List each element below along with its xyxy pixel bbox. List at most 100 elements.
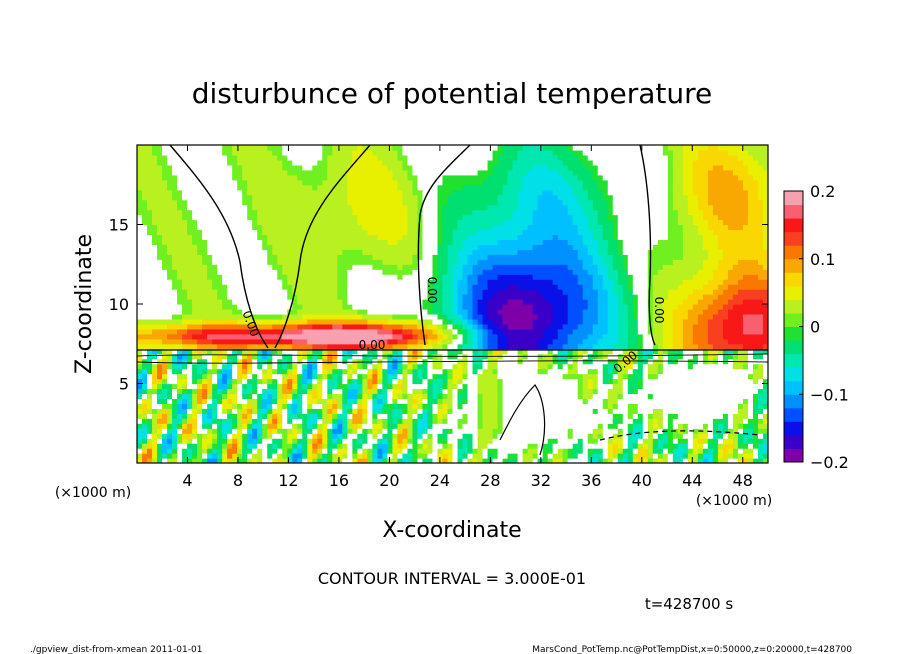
field-cell <box>397 323 404 330</box>
field-cell <box>312 294 318 300</box>
field-cell <box>432 294 439 300</box>
field-cell <box>177 368 183 375</box>
field-cell <box>267 413 273 419</box>
field-cell <box>702 308 709 315</box>
field-cell <box>487 423 494 429</box>
field-cell <box>152 269 158 275</box>
field-cell <box>352 388 358 395</box>
field-cell <box>187 393 193 400</box>
field-cell <box>412 378 419 385</box>
field-cell <box>577 368 584 375</box>
field-cell <box>267 398 273 404</box>
field-cell <box>517 328 524 335</box>
field-cell <box>552 443 559 449</box>
field-cell <box>337 438 343 444</box>
field-cell <box>492 304 499 310</box>
field-cell <box>502 433 509 439</box>
field-cell <box>642 408 649 414</box>
field-cell <box>572 294 579 300</box>
field-cell <box>332 418 338 424</box>
field-cell <box>397 443 404 449</box>
field-cell <box>432 368 439 375</box>
field-cell <box>612 269 619 275</box>
field-cell <box>497 453 504 459</box>
field-cell <box>147 458 153 463</box>
field-cell <box>552 393 559 400</box>
field-cell <box>372 323 378 330</box>
field-cell <box>232 413 238 419</box>
field-cell <box>202 333 208 340</box>
field-cell <box>602 383 609 390</box>
field-cell <box>522 269 529 275</box>
field-cell <box>362 388 368 395</box>
field-cell <box>392 383 399 390</box>
field-cell <box>407 353 414 360</box>
field-cell <box>562 338 569 345</box>
field-cell <box>232 373 238 380</box>
field-cell <box>487 348 494 355</box>
field-cell <box>747 378 754 385</box>
field-cell <box>717 383 724 390</box>
field-cell <box>747 313 754 320</box>
field-cell <box>462 338 469 345</box>
field-cell <box>237 358 243 365</box>
field-cell <box>392 388 399 395</box>
field-cell <box>287 453 293 459</box>
field-cell <box>712 443 719 449</box>
field-cell <box>692 443 699 449</box>
field-cell <box>487 378 494 385</box>
field-cell <box>742 353 749 360</box>
field-cell <box>317 343 323 350</box>
field-cell <box>492 368 499 375</box>
field-cell <box>622 308 629 315</box>
field-cell <box>137 443 143 449</box>
field-cell <box>232 423 238 429</box>
field-cell <box>597 368 604 375</box>
field-cell <box>392 453 399 459</box>
field-cell <box>527 423 534 429</box>
field-cell <box>632 413 639 419</box>
field-cell <box>477 289 484 295</box>
field-cell <box>617 343 624 350</box>
field-cell <box>652 373 659 380</box>
field-cell <box>737 274 744 280</box>
field-cell <box>757 448 764 454</box>
field-cell <box>372 269 378 275</box>
field-cell <box>677 328 684 335</box>
field-cell <box>452 284 459 290</box>
field-cell <box>217 413 223 419</box>
field-cell <box>597 269 604 275</box>
field-cell <box>197 443 203 449</box>
field-cell <box>662 338 669 345</box>
field-cell <box>632 438 639 444</box>
field-cell <box>137 328 143 335</box>
field-cell <box>662 328 669 335</box>
field-cell <box>727 308 734 315</box>
field-cell <box>602 423 609 429</box>
field-cell <box>232 294 238 300</box>
field-cell <box>657 308 664 315</box>
field-cell <box>377 448 383 454</box>
field-cell <box>582 423 589 429</box>
field-cell <box>482 398 489 404</box>
field-cell <box>352 304 358 310</box>
field-cell <box>572 383 579 390</box>
field-cell <box>302 348 308 355</box>
field-cell <box>672 343 679 350</box>
field-cell <box>367 269 373 275</box>
field-cell <box>632 458 639 463</box>
field-cell <box>277 299 283 305</box>
field-cell <box>292 279 298 285</box>
field-cell <box>597 448 604 454</box>
field-cell <box>207 348 213 355</box>
field-cell <box>142 294 148 300</box>
field-cell <box>427 264 434 270</box>
field-cell <box>377 348 383 355</box>
field-cell <box>712 393 719 400</box>
field-cell <box>447 393 454 400</box>
field-cell <box>417 413 424 419</box>
field-cell <box>702 274 709 280</box>
field-cell <box>547 383 554 390</box>
field-cell <box>532 443 539 449</box>
